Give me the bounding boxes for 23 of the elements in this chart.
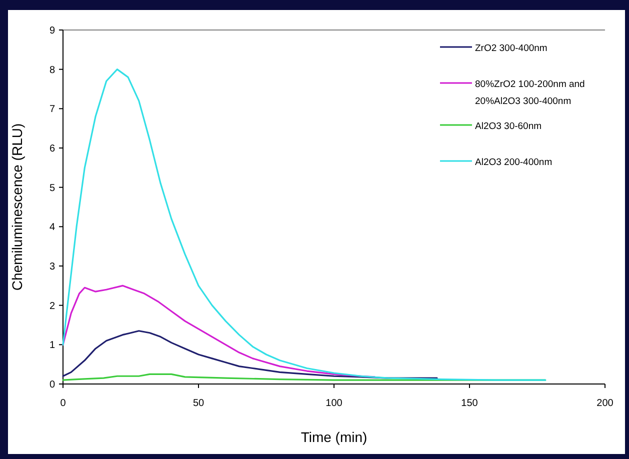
line-series [62, 330, 438, 379]
legend-label: Al2O3 200-400nm [475, 157, 552, 168]
legend-label: ZrO2 300-400nm [475, 43, 548, 54]
legend-label: 80%ZrO2 100-200nm and 20%Al2O3 300-400nm [475, 79, 585, 107]
y-tick-label: 4 [49, 222, 56, 234]
y-tick-label: 9 [49, 26, 56, 36]
x-axis-title: Time (min) [300, 429, 368, 445]
y-tick-label: 8 [49, 64, 56, 76]
x-tick-label: 50 [192, 398, 204, 409]
y-axis-title: Chemiluminescence (RLU) [9, 123, 25, 291]
x-tick-label: 200 [596, 398, 614, 409]
y-tick-label: 6 [49, 144, 56, 154]
y-tick-label: 2 [49, 300, 56, 312]
y-tick-label: 5 [49, 182, 56, 194]
legend-label: Al2O3 30-60nm [475, 121, 542, 132]
y-tick-label: 1 [49, 340, 56, 352]
x-tick-label: 150 [461, 398, 478, 409]
line-series [62, 284, 376, 378]
y-tick-label: 3 [49, 262, 56, 272]
x-tick-label: 0 [60, 398, 66, 409]
x-tick-label: 100 [326, 398, 343, 409]
y-tick-label: 7 [49, 104, 56, 116]
y-tick-label: 0 [49, 380, 56, 390]
